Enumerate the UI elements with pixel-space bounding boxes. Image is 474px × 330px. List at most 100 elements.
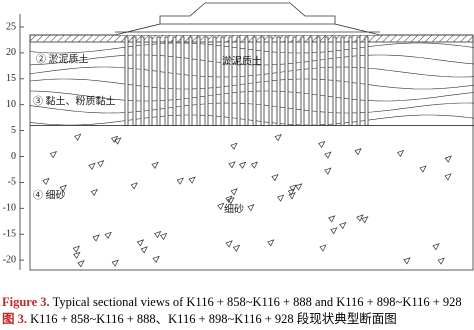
stratum-line xyxy=(29,114,474,126)
pile xyxy=(140,36,145,126)
sand-symbol xyxy=(324,151,332,159)
sand-symbol xyxy=(151,161,159,169)
y-tick-label: 25 xyxy=(6,21,16,32)
sand-symbol xyxy=(444,173,452,181)
sand-symbol xyxy=(88,162,96,170)
sand-symbol xyxy=(356,214,364,222)
pile xyxy=(180,36,185,126)
sand-symbol xyxy=(444,155,452,163)
pile xyxy=(164,36,169,126)
y-tick-label: -5 xyxy=(8,177,16,188)
sand-symbol xyxy=(72,245,80,253)
sand-symbol xyxy=(160,232,168,241)
sand-symbol xyxy=(419,165,427,173)
pile xyxy=(148,36,153,126)
layer-label: ③ 黏土、粉质黏土 xyxy=(33,94,116,107)
y-tick-label: -20 xyxy=(3,254,16,265)
sand-symbol xyxy=(74,133,82,141)
sand-symbol xyxy=(111,259,119,267)
pile xyxy=(260,36,265,126)
y-tick-label: 10 xyxy=(6,99,16,110)
sand-symbol xyxy=(277,194,285,202)
sand-symbol xyxy=(354,148,362,156)
sand-symbol xyxy=(267,239,275,247)
pile xyxy=(220,36,225,126)
stratum-line xyxy=(29,102,474,114)
sand-symbol xyxy=(232,244,241,252)
sand-symbol xyxy=(217,202,225,210)
sand-symbol xyxy=(225,240,233,248)
sand-symbol xyxy=(250,161,259,169)
sand-symbol xyxy=(230,142,238,150)
sand-symbol xyxy=(104,231,112,240)
sand-symbol xyxy=(176,177,184,185)
sand-symbol xyxy=(59,184,67,192)
sand-symbol xyxy=(274,133,282,142)
pile xyxy=(188,36,193,126)
pile xyxy=(228,36,233,126)
sand-symbol xyxy=(49,150,58,159)
pile xyxy=(300,36,305,126)
pile xyxy=(156,36,161,126)
caption: Figure 3. Typical sectional views of K11… xyxy=(2,294,474,328)
y-tick-label: 0 xyxy=(11,151,16,162)
figure-label-cn: 图 3. xyxy=(2,312,28,326)
pile xyxy=(244,36,249,126)
sand-symbol xyxy=(90,188,98,197)
pile xyxy=(236,36,241,126)
sand-symbol xyxy=(330,227,338,235)
pile xyxy=(172,36,177,126)
sand-symbol xyxy=(230,188,238,196)
stratum-line xyxy=(29,54,474,66)
sand-symbol xyxy=(432,243,440,251)
sand-symbol xyxy=(287,188,296,196)
pile xyxy=(284,36,289,126)
sand-symbol xyxy=(239,161,247,169)
pile xyxy=(348,36,353,126)
pile xyxy=(308,36,313,126)
sand-symbol xyxy=(318,140,326,149)
stratum-line xyxy=(29,42,474,54)
fill-layer xyxy=(29,34,474,43)
pile xyxy=(132,36,137,126)
layer-label: 淤泥质土 xyxy=(222,54,262,67)
stratum-line xyxy=(29,78,474,90)
stratum-line xyxy=(29,66,474,78)
sand-symbol xyxy=(225,195,233,203)
sand-symbol xyxy=(114,137,122,145)
sand-symbol xyxy=(288,192,296,200)
sand-symbol xyxy=(154,230,162,239)
y-tick-label: 5 xyxy=(11,125,16,136)
embankment xyxy=(114,2,381,36)
pile xyxy=(124,36,129,126)
sand-symbol xyxy=(361,216,369,224)
sand-symbol xyxy=(396,149,405,158)
pile xyxy=(364,36,369,126)
sand-symbol xyxy=(73,251,81,260)
frame xyxy=(29,34,474,271)
sand-symbol xyxy=(77,260,85,268)
sand-symbol xyxy=(295,183,303,191)
y-tick-label: -10 xyxy=(3,203,16,214)
pile xyxy=(212,36,217,126)
sand-symbol xyxy=(130,182,138,190)
pile xyxy=(204,36,209,126)
layer-label: ② 淤泥质土 xyxy=(36,52,89,65)
sand-symbol xyxy=(152,255,160,263)
y-tick-label: -15 xyxy=(3,228,16,239)
sand-symbol xyxy=(42,177,50,186)
pile xyxy=(324,36,329,126)
sand-symbol xyxy=(247,204,255,212)
sand-symbol xyxy=(136,239,145,247)
sand-symbol xyxy=(324,167,332,175)
pile xyxy=(252,36,257,126)
y-tick-label: 15 xyxy=(6,73,16,84)
sand-symbol xyxy=(271,173,279,182)
sand-symbol xyxy=(339,221,347,230)
sand-symbol xyxy=(437,257,445,265)
sand-symbol xyxy=(97,160,105,168)
sand-symbol xyxy=(319,244,327,252)
figure-text-cn: K116 + 858~K116 + 888、K116 + 898~K116 + … xyxy=(30,312,397,326)
pile xyxy=(332,36,337,126)
pile xyxy=(268,36,273,126)
